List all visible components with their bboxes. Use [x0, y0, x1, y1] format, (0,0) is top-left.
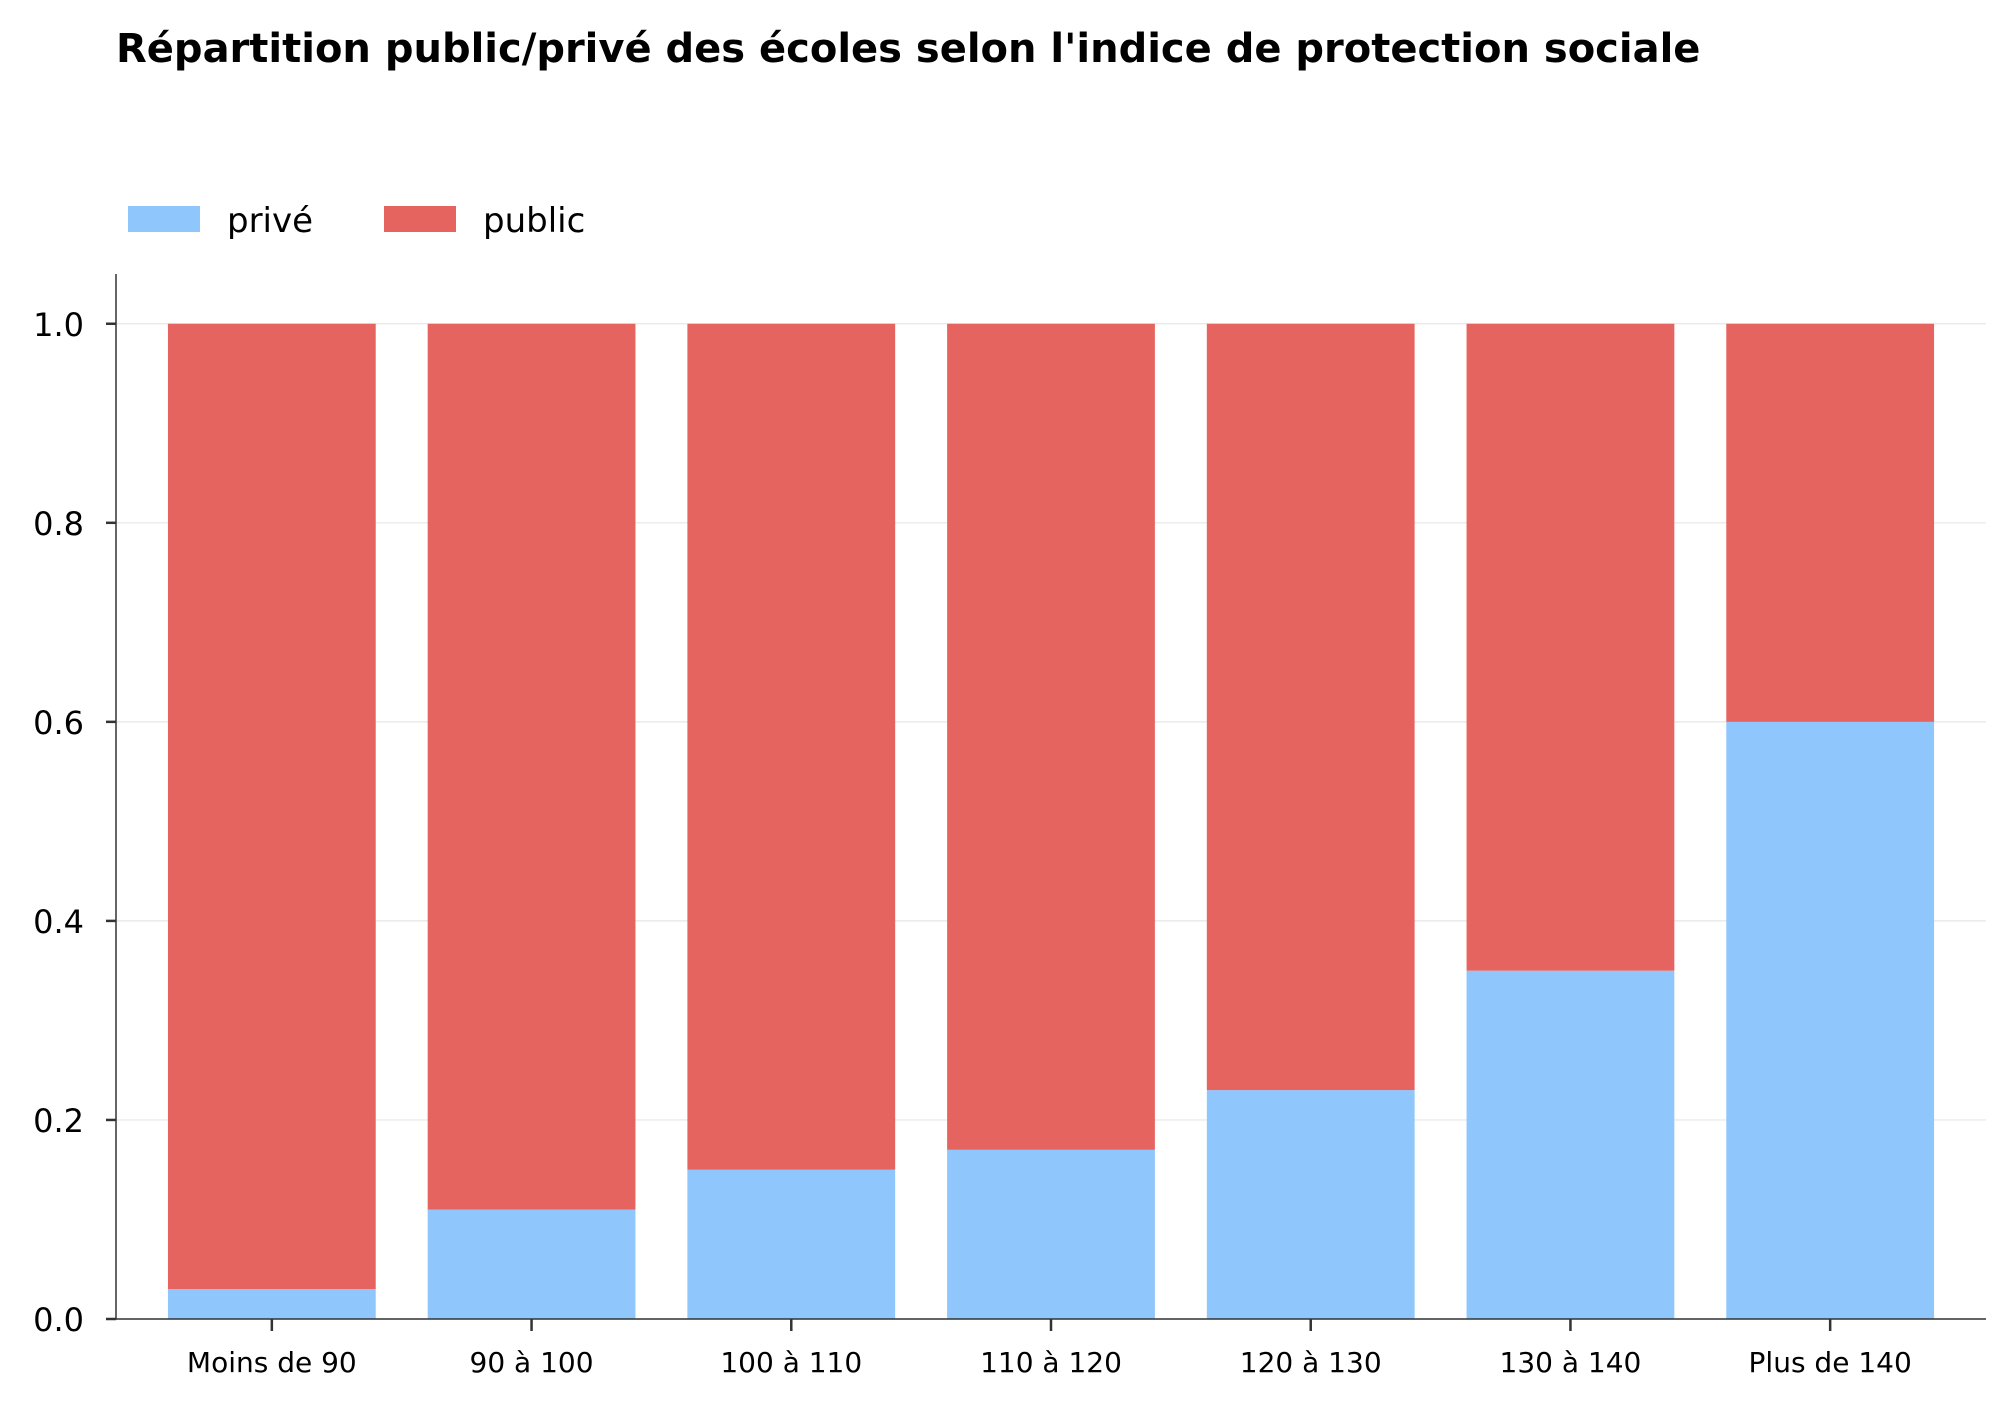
x-tick-label-4: 120 à 130 [1240, 1346, 1382, 1379]
bar-public-3 [947, 323, 1155, 1150]
legend-label-0: privé [227, 201, 313, 241]
legend-swatch-0 [128, 206, 200, 232]
x-tick-label-1: 90 à 100 [470, 1346, 594, 1379]
y-axis-ticks: 0.0 0.2 0.4 0.6 0.8 1.0 [33, 306, 116, 1339]
bar-public-6 [1726, 323, 1935, 722]
bar-privé-1 [427, 1209, 636, 1319]
x-tick-label-3: 110 à 120 [980, 1346, 1122, 1379]
y-tick-label-3: 0.6 [33, 704, 84, 742]
bar-public-0 [167, 323, 376, 1290]
bar-public-1 [427, 323, 636, 1210]
legend-label-1: public [483, 201, 585, 241]
legend-swatch-1 [384, 206, 456, 232]
y-tick-label-0: 0.0 [33, 1301, 84, 1339]
x-tick-label-6: Plus de 140 [1749, 1346, 1912, 1379]
chart-title: Répartition public/privé des écoles selo… [116, 26, 1700, 72]
y-tick-label-5: 1.0 [33, 306, 84, 344]
bar-privé-6 [1726, 721, 1935, 1319]
bar-privé-2 [687, 1169, 896, 1319]
x-tick-label-5: 130 à 140 [1500, 1346, 1642, 1379]
bar-public-4 [1206, 323, 1415, 1091]
bar-privé-5 [1466, 970, 1675, 1319]
legend: privé public [128, 201, 585, 241]
bar-public-2 [687, 323, 896, 1170]
bar-privé-0 [167, 1289, 376, 1319]
bar-privé-4 [1206, 1090, 1415, 1319]
x-tick-label-0: Moins de 90 [187, 1346, 357, 1379]
y-tick-label-2: 0.4 [33, 903, 84, 941]
bars [167, 323, 1935, 1319]
x-axis-ticks: Moins de 90 90 à 100 100 à 110 110 à 120 120… [187, 1319, 1912, 1379]
x-tick-label-2: 100 à 110 [720, 1346, 862, 1379]
y-tick-label-1: 0.2 [33, 1102, 84, 1140]
bar-privé-3 [947, 1149, 1155, 1319]
bar-public-5 [1466, 323, 1675, 971]
y-tick-label-4: 0.8 [33, 505, 84, 543]
